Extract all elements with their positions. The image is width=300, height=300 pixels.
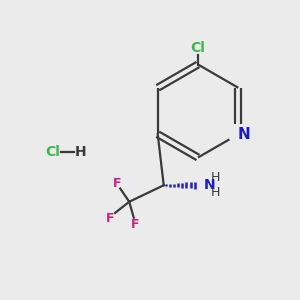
Text: F: F bbox=[112, 177, 121, 190]
Text: Cl: Cl bbox=[45, 145, 60, 158]
Text: H: H bbox=[211, 186, 220, 199]
Text: N: N bbox=[203, 178, 215, 192]
Text: H: H bbox=[211, 171, 220, 184]
Text: N: N bbox=[237, 127, 250, 142]
Text: H: H bbox=[74, 145, 86, 158]
Text: F: F bbox=[106, 212, 114, 225]
Text: F: F bbox=[131, 218, 140, 231]
Text: Cl: Cl bbox=[190, 41, 206, 55]
